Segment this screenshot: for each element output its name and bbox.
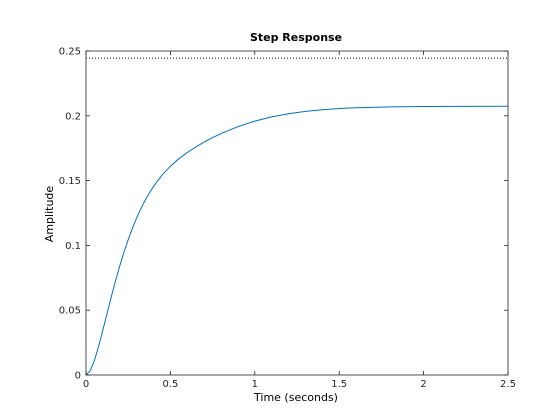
- y-axis-label: Amplitude: [43, 186, 56, 243]
- x-axis-label: Time (seconds): [253, 391, 338, 404]
- chart-title: Step Response: [250, 31, 342, 44]
- y-tick-label: 0.15: [59, 176, 81, 187]
- x-tick-label: 1: [252, 379, 258, 390]
- data-layer: [85, 57, 509, 376]
- x-tick-label: 0: [83, 379, 89, 390]
- axes-box: [85, 50, 509, 376]
- y-tick-label: 0.05: [59, 306, 81, 317]
- plot-area: [86, 51, 508, 375]
- y-tick-label: 0: [75, 371, 81, 382]
- x-tick-label: 2.5: [500, 379, 516, 390]
- x-tick-label: 1.5: [331, 379, 347, 390]
- ticks-layer: 0 0.5 1 1.5 2 2.5 0 0.05 0.1 0.15 0.2 0.25: [59, 47, 516, 391]
- y-tick-label: 0.25: [59, 47, 81, 58]
- x-tick-label: 2: [420, 379, 426, 390]
- y-tick-label: 0.1: [65, 241, 81, 252]
- y-tick-label: 0.2: [65, 111, 81, 122]
- x-tick-label: 0.5: [162, 379, 178, 390]
- series-line-0: [85, 105, 509, 376]
